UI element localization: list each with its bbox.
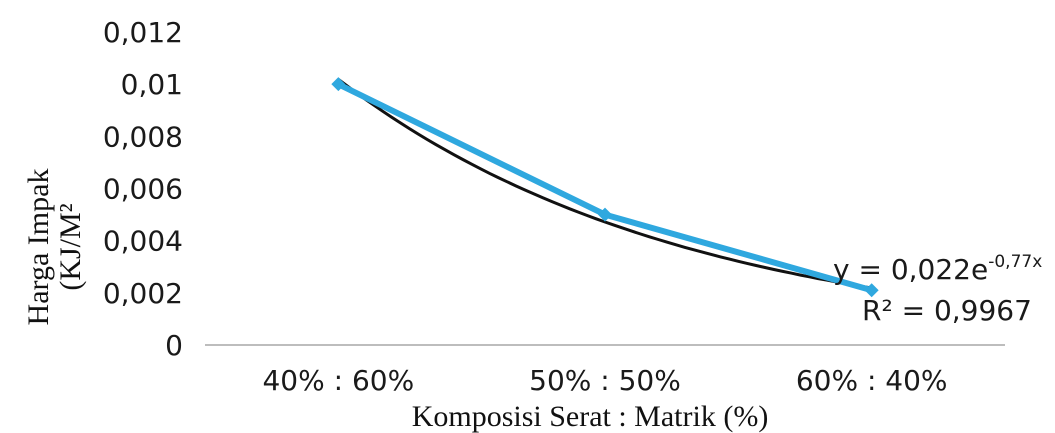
x-tick-label: 50% : 50%: [529, 364, 681, 397]
y-tick-label: 0,006: [103, 173, 183, 206]
y-axis-title: Harga Impak (KJ/M²: [22, 169, 87, 326]
data-point-marker: [864, 283, 879, 298]
y-axis-ticks: 0 0,002 0,004 0,006 0,008 0,01 0,012: [103, 16, 183, 362]
y-tick-label: 0,01: [121, 68, 183, 101]
y-axis-title-line2: (KJ/M²: [54, 203, 87, 290]
r-squared-label: R² = 0,9967: [862, 294, 1032, 327]
trendline-equation: y = 0,022e-0,77x: [833, 252, 1042, 286]
x-tick-label: 40% : 60%: [262, 364, 414, 397]
y-tick-label: 0,002: [103, 277, 183, 310]
x-axis-title: Komposisi Serat : Matrik (%): [412, 400, 769, 433]
exponential-trendline: [337, 78, 872, 290]
y-tick-label: 0,012: [103, 16, 183, 49]
x-tick-label: 60% : 40%: [796, 364, 948, 397]
y-tick-label: 0,008: [103, 120, 183, 153]
data-point-marker: [331, 77, 346, 92]
data-markers: [331, 77, 879, 298]
y-tick-label: 0,004: [103, 225, 183, 258]
y-axis-title-line1: Harga Impak: [22, 169, 55, 326]
y-tick-label: 0: [165, 329, 183, 362]
data-series-line: [336, 81, 873, 294]
x-axis-ticks: 40% : 60% 50% : 50% 60% : 40%: [262, 364, 947, 397]
data-point-marker: [598, 207, 612, 222]
